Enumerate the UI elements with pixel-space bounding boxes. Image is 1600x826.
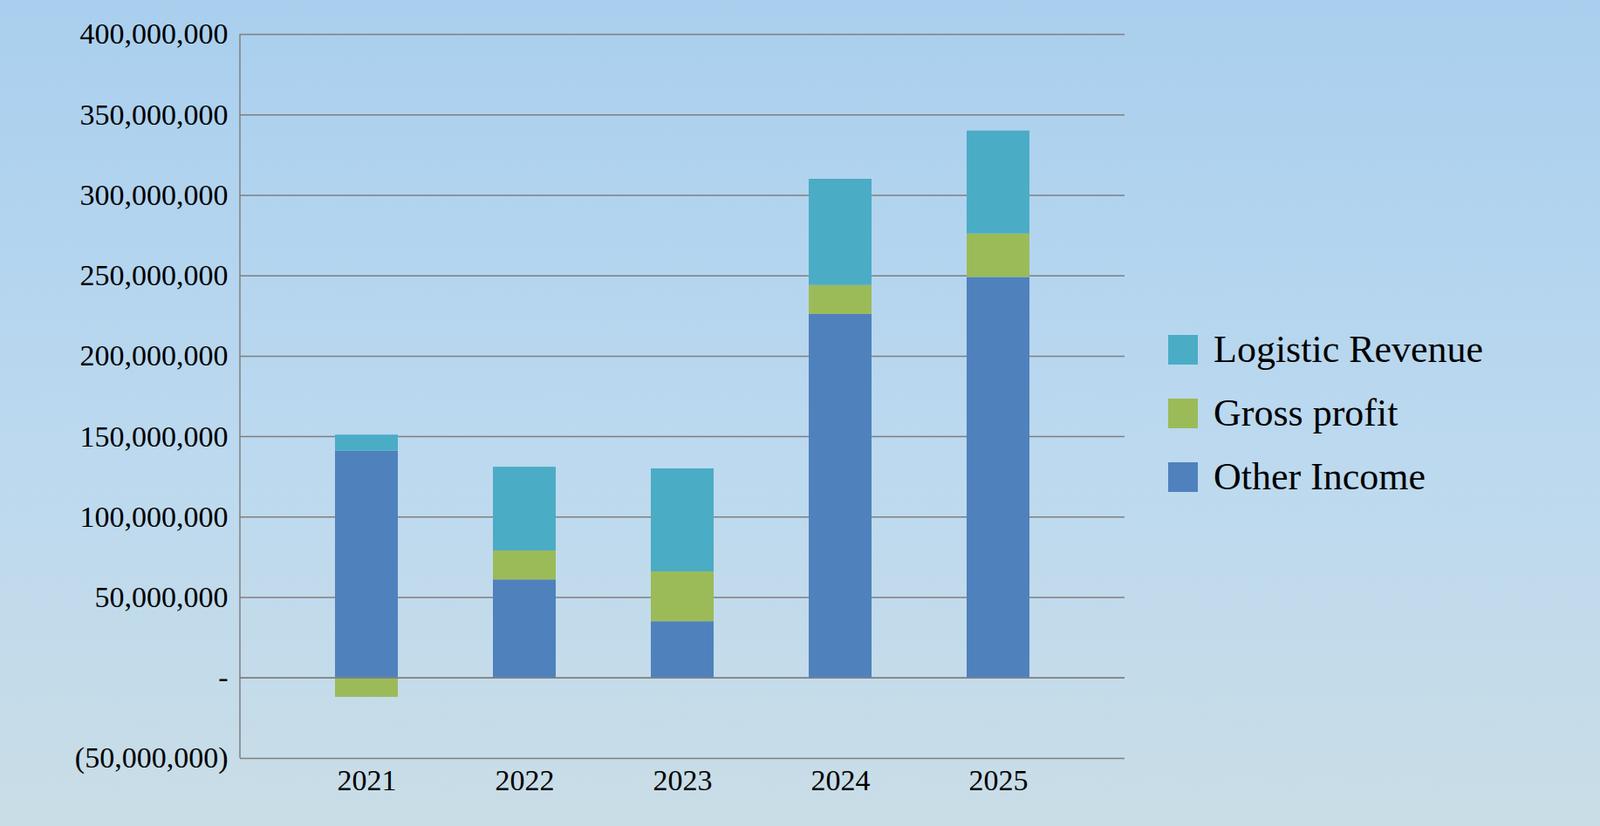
svg-text:150,000,000: 150,000,000 (80, 419, 229, 452)
html-text:Other Income: Other Income (1213, 455, 1426, 499)
html-text:Logistic Revenue: Logistic Revenue (1213, 328, 1484, 371)
svg-text:2023: 2023 (653, 763, 713, 796)
svg-text:200,000,000: 200,000,000 (80, 339, 229, 372)
svg-text:2022: 2022 (495, 763, 555, 796)
svg-text:100,000,000: 100,000,000 (80, 499, 229, 533)
svg-text:50,000,000: 50,000,000 (95, 580, 229, 613)
svg-text:250,000,000: 250,000,000 (80, 259, 229, 292)
html-text:Gross profit: Gross profit (1213, 391, 1398, 435)
svg-text:2024: 2024 (811, 763, 871, 796)
svg-text:2025: 2025 (969, 763, 1029, 796)
svg-text:350,000,000: 350,000,000 (80, 97, 229, 130)
svg-text:300,000,000: 300,000,000 (80, 177, 229, 211)
svg-text:400,000,000: 400,000,000 (80, 17, 229, 50)
svg-text:-: - (218, 661, 228, 694)
svg-text:2021: 2021 (337, 763, 397, 796)
svg-text:(50,000,000): (50,000,000) (75, 741, 229, 775)
